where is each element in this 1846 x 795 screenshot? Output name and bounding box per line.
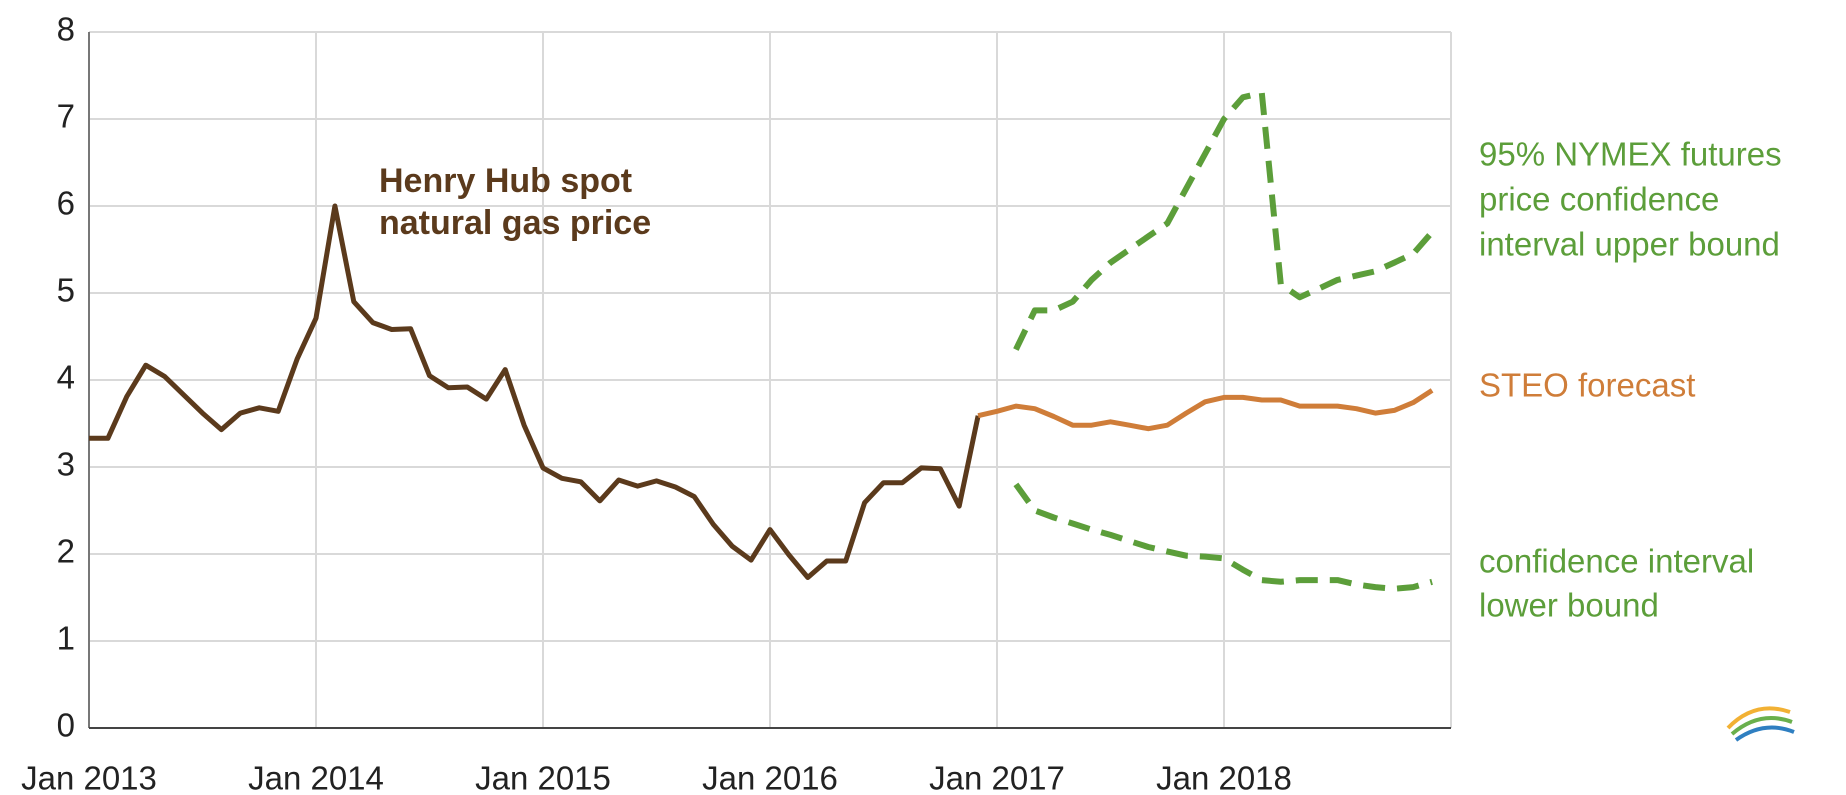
y-tick-label: 6 [57, 185, 75, 222]
y-tick-label: 4 [57, 359, 75, 396]
annotation: STEO forecast [1479, 367, 1695, 404]
x-tick-label: Jan 2015 [475, 760, 611, 795]
x-tick-label: Jan 2014 [248, 760, 384, 795]
x-tick-label: Jan 2017 [929, 760, 1065, 795]
y-tick-label: 5 [57, 272, 75, 309]
y-tick-label: 8 [57, 11, 75, 48]
annotation: Henry Hub spot [379, 162, 632, 200]
annotation: confidence interval [1479, 543, 1754, 580]
x-tick-label: Jan 2016 [702, 760, 838, 795]
y-tick-label: 0 [57, 707, 75, 744]
y-tick-label: 1 [57, 620, 75, 657]
logo-arc [1726, 706, 1791, 730]
logo-arc [1730, 716, 1793, 736]
line-series [1013, 89, 1435, 351]
line-series [89, 203, 981, 580]
x-tick-label: Jan 2018 [1156, 760, 1292, 795]
y-tick-label: 3 [57, 446, 75, 483]
x-tick-label: Jan 2013 [21, 760, 157, 795]
eia-logo [1726, 706, 1795, 742]
line-series [1013, 482, 1433, 592]
annotation: 95% NYMEX futures [1479, 136, 1782, 173]
annotation: interval upper bound [1479, 226, 1780, 263]
annotation: price confidence [1479, 181, 1719, 218]
line-series [977, 388, 1434, 432]
y-tick-label: 2 [57, 533, 75, 570]
annotation: natural gas price [379, 204, 651, 242]
logo-arc [1734, 725, 1795, 742]
annotation: lower bound [1479, 587, 1659, 624]
y-tick-label: 7 [57, 98, 75, 135]
